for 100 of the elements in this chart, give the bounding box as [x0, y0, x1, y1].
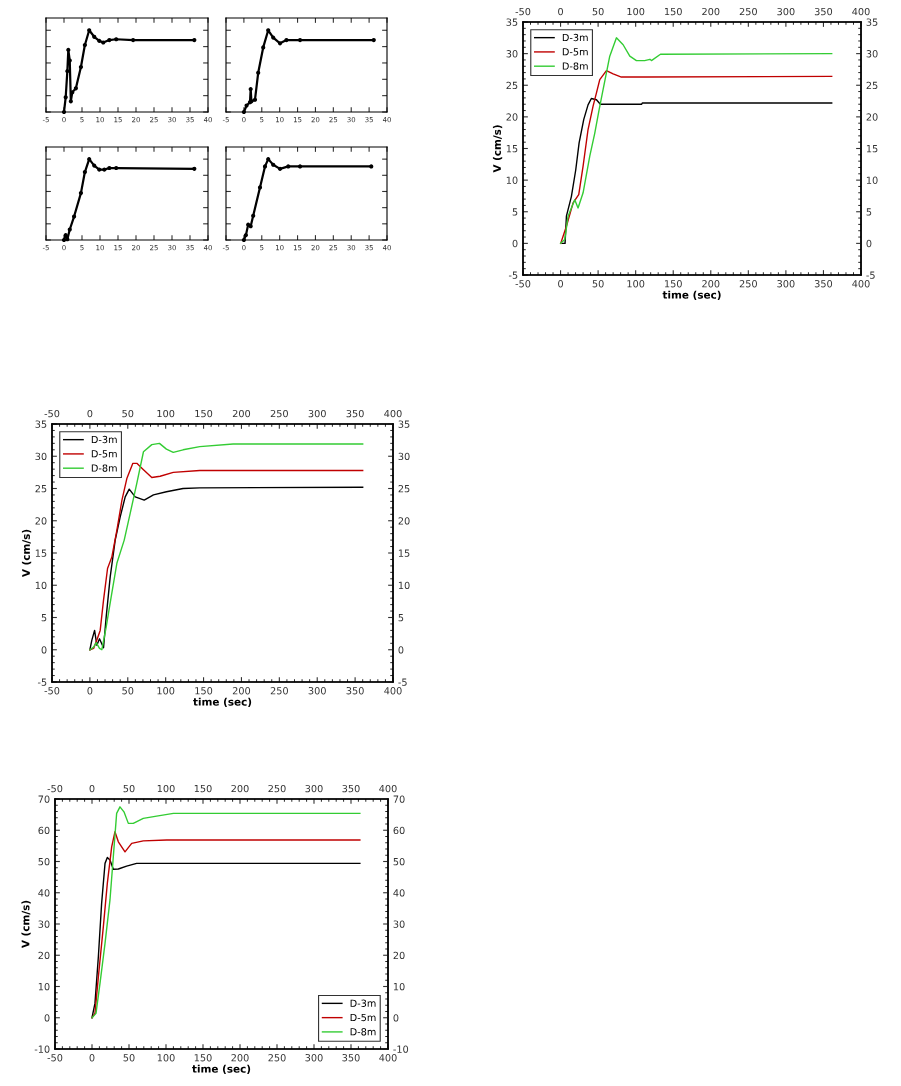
- y-tick-label: 20: [35, 517, 47, 525]
- y2-tick-label: 15: [398, 549, 410, 557]
- y2-tick-label: 15: [866, 145, 878, 153]
- x2-tick-label: 150: [665, 7, 682, 16]
- x-tick-label: 50: [592, 280, 604, 288]
- y-tick-label: 0: [44, 1014, 50, 1022]
- point: [371, 37, 376, 43]
- y2-tick-label: 0: [398, 646, 404, 654]
- x2-tick-label: 200: [232, 409, 251, 418]
- y2-tick-label: 35: [398, 420, 410, 428]
- point: [92, 34, 97, 39]
- y-tick-label: 10: [506, 176, 518, 184]
- y2-tick-label: 70: [393, 795, 405, 803]
- point: [114, 37, 119, 42]
- y-tick-label: 20: [38, 951, 50, 960]
- y-tick-label: 10: [35, 581, 47, 590]
- y-tick-label: 10: [38, 982, 50, 991]
- x-tick-label: 200: [702, 280, 720, 288]
- y2-tick-label: 20: [398, 517, 410, 525]
- x2-tick-label: 250: [739, 7, 757, 16]
- legend-label: D-8m: [91, 464, 117, 472]
- x-tick-label: 250: [739, 280, 757, 288]
- point: [63, 95, 68, 100]
- y2-tick-label: 0: [393, 1014, 399, 1022]
- point: [70, 90, 75, 95]
- x2-tick-label: 150: [195, 409, 213, 418]
- point: [87, 157, 92, 162]
- x-tick-label: 200: [231, 1054, 249, 1062]
- point: [102, 167, 107, 172]
- x2-tick-label: 150: [194, 784, 212, 793]
- x-tick-label: 250: [270, 687, 288, 695]
- y2-tick-label: 10: [866, 176, 878, 184]
- point: [244, 103, 249, 108]
- x2-tick-label: 300: [308, 409, 326, 418]
- x-tick-label: -50: [44, 687, 60, 695]
- point: [252, 97, 258, 102]
- legend-label: D-3m: [91, 435, 117, 444]
- point: [101, 40, 106, 45]
- point: [256, 70, 261, 75]
- y2-tick-label: 30: [866, 50, 878, 58]
- point: [131, 37, 136, 43]
- point: [297, 37, 303, 43]
- y2-tick-label: 5: [866, 208, 872, 216]
- x-tick-label: 100: [627, 280, 645, 288]
- x-tick-label: 400: [852, 280, 870, 288]
- y-tick-label: 35: [35, 420, 47, 428]
- x2-tick-label: 350: [342, 784, 360, 793]
- legend-label: D-3m: [350, 999, 376, 1007]
- y-tick-label: 50: [38, 857, 50, 866]
- point: [248, 87, 253, 92]
- point: [82, 169, 87, 175]
- point: [261, 45, 266, 50]
- x2-tick-label: 100: [627, 7, 645, 16]
- x2-tick-label: 0: [558, 7, 563, 16]
- x2-tick-label: 50: [123, 784, 135, 793]
- x2-tick-label: 0: [87, 409, 93, 418]
- point: [277, 41, 283, 46]
- x2-tick-label: -50: [515, 7, 531, 16]
- y-axis-title: V (cm/s): [21, 529, 32, 578]
- point: [286, 164, 291, 169]
- point: [92, 163, 97, 168]
- y-tick-label: 30: [38, 920, 50, 928]
- legend-label: D-8m: [350, 1028, 376, 1036]
- y2-tick-label: 60: [393, 826, 405, 835]
- y2-tick-label: 10: [393, 982, 405, 991]
- point: [257, 185, 263, 190]
- x-tick-label: 150: [195, 687, 213, 695]
- y2-tick-label: 35: [866, 18, 878, 26]
- point: [65, 69, 70, 74]
- x2-tick-label: 400: [384, 409, 402, 418]
- y2-tick-label: 25: [398, 484, 410, 493]
- y-tick-label: 60: [38, 826, 50, 835]
- x2-tick-label: 50: [122, 409, 134, 418]
- y-tick-label: 30: [35, 452, 47, 461]
- x-tick-label: 150: [665, 280, 682, 288]
- point: [251, 213, 256, 218]
- y-tick-label: 70: [38, 795, 50, 803]
- x2-tick-label: 100: [157, 409, 175, 418]
- point: [82, 42, 87, 48]
- x-axis-title: time (sec): [192, 1064, 251, 1074]
- x2-tick-label: 0: [89, 784, 95, 793]
- x-tick-label: 300: [777, 280, 795, 288]
- x-tick-label: 300: [305, 1054, 323, 1062]
- line-series: [560, 70, 833, 245]
- x2-tick-label: 250: [270, 409, 288, 418]
- y2-tick-label: 40: [393, 889, 405, 897]
- x-tick-label: 0: [89, 1054, 95, 1062]
- point: [78, 191, 84, 196]
- y-tick-label: 40: [38, 889, 50, 897]
- y-tick-label: -10: [34, 1045, 50, 1053]
- y-tick-label: 25: [506, 81, 518, 90]
- x-tick-label: 400: [379, 1054, 397, 1062]
- y2-tick-label: 5: [398, 614, 404, 622]
- x2-tick-label: 50: [592, 7, 604, 16]
- y2-tick-label: 50: [393, 857, 405, 866]
- y2-tick-label: 10: [398, 581, 410, 590]
- point: [192, 37, 197, 43]
- point: [271, 162, 276, 167]
- y2-tick-label: -5: [398, 678, 407, 686]
- x-tick-label: -50: [47, 1054, 63, 1062]
